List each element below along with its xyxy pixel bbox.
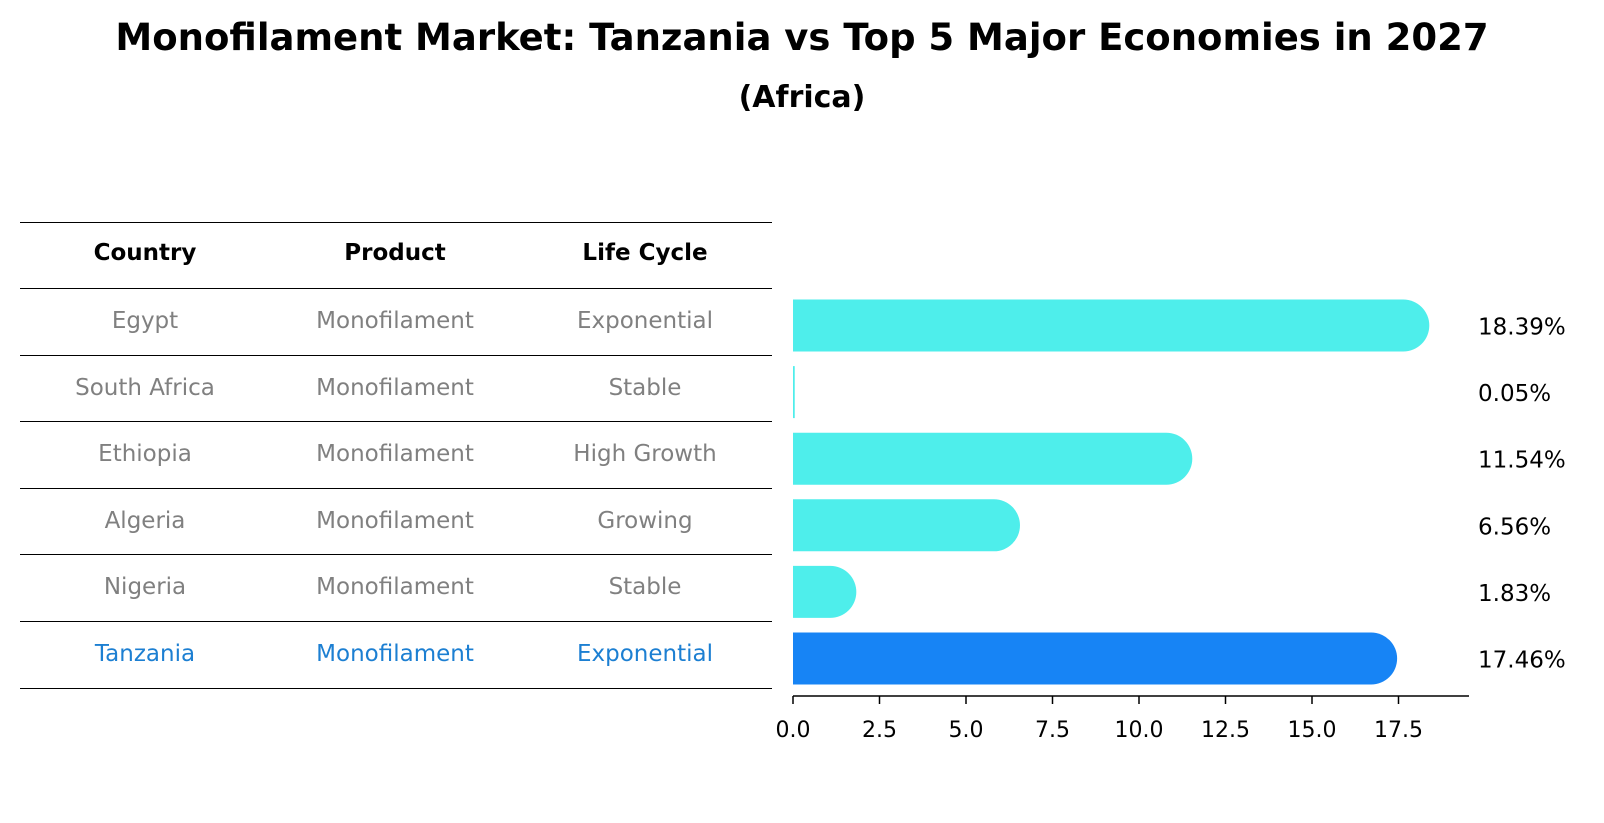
table-rule	[20, 354, 772, 356]
cell-life-cycle: Growing	[597, 507, 693, 534]
table-rule	[20, 487, 772, 489]
header-product: Product	[344, 240, 446, 266]
table-rule	[20, 554, 772, 556]
cell-life-cycle: Stable	[608, 574, 682, 601]
cell-country: South Africa	[75, 374, 215, 401]
chart-title: Monofilament Market: Tanzania vs Top 5 M…	[115, 16, 1489, 59]
table-rule	[20, 288, 772, 289]
bar-egypt	[793, 299, 1430, 352]
x-tick-label: 12.5	[1201, 718, 1250, 743]
bar-algeria	[793, 499, 1020, 552]
cell-product: Monofilament	[316, 574, 474, 601]
cell-product: Monofilament	[316, 374, 474, 401]
value-labels: 18.39% 0.05% 11.54% 6.56% 1.83% 17.46%	[1478, 315, 1566, 674]
x-tick-label: 15.0	[1288, 718, 1337, 743]
cell-life-cycle: Exponential	[576, 308, 713, 334]
x-tick-label: 10.0	[1115, 718, 1164, 743]
bar-tanzania	[793, 632, 1398, 685]
x-tick-label: 17.5	[1374, 718, 1423, 743]
x-tick-label: 0.0	[776, 718, 811, 743]
table-rule	[20, 621, 772, 622]
table-rule	[20, 222, 772, 223]
chart-subtitle: (Africa)	[738, 80, 866, 115]
header-life-cycle: Life Cycle	[582, 240, 708, 266]
cell-country: Nigeria	[103, 574, 187, 601]
header-country: Country	[93, 240, 197, 266]
cell-product: Monofilament	[316, 308, 474, 334]
x-tick-label: 5.0	[949, 718, 984, 743]
x-tick-label: 2.5	[862, 718, 897, 743]
value-label: 1.83%	[1478, 581, 1551, 607]
cell-country: Algeria	[104, 507, 186, 534]
value-label: 6.56%	[1478, 514, 1551, 540]
cell-life-cycle: High Growth	[573, 441, 717, 468]
value-label: 17.46%	[1478, 648, 1566, 674]
x-axis-ticks: 0.0 2.5 5.0 7.5 10.0 12.5 15.0 17.5	[776, 696, 1423, 743]
value-label: 0.05%	[1478, 381, 1551, 407]
cell-product: Monofilament	[316, 641, 474, 667]
table-rule	[20, 421, 772, 423]
cell-life-cycle: Exponential	[576, 641, 713, 667]
value-label: 18.39%	[1478, 315, 1566, 341]
cell-country: Ethiopia	[98, 441, 192, 468]
bar-nigeria	[793, 565, 857, 618]
value-label: 11.54%	[1478, 448, 1566, 474]
table-rule	[20, 687, 772, 689]
cell-country: Tanzania	[94, 641, 196, 667]
cell-product: Monofilament	[316, 507, 474, 534]
x-tick-label: 7.5	[1035, 718, 1070, 743]
bar-south-africa	[793, 366, 795, 419]
cell-country: Egypt	[111, 308, 179, 334]
bar-ethiopia	[793, 432, 1193, 485]
cell-product: Monofilament	[316, 441, 474, 468]
cell-life-cycle: Stable	[608, 374, 682, 401]
bar-series	[793, 299, 1430, 685]
